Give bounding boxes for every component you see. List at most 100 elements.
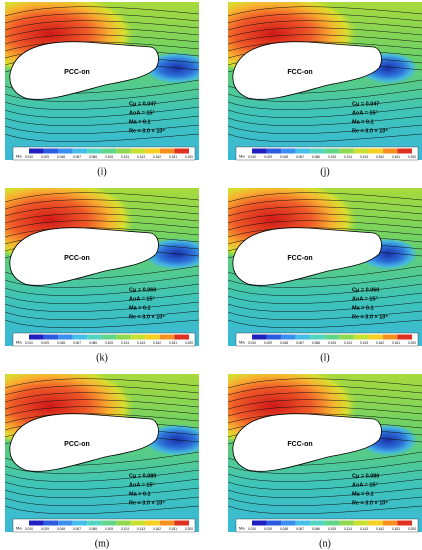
colorbar-cell	[116, 148, 131, 154]
colorbar-tick: 0.200	[408, 527, 416, 531]
streamline	[5, 413, 199, 424]
parameter: Ma = 0.1	[352, 491, 374, 497]
colorbar-tick: 0.105	[105, 527, 113, 531]
colorbar-tick: 0.086	[312, 155, 320, 159]
colorbar-cell	[43, 334, 59, 340]
colorbar-label: Ma	[16, 154, 22, 159]
colorbar-tick: 0.124	[121, 527, 129, 531]
colorbar-tick: 0.010	[25, 527, 33, 531]
colorbar-label: Ma	[239, 154, 245, 159]
colorbar-cell	[310, 520, 325, 526]
colorbar-cell	[72, 520, 88, 526]
colorbar-cell	[339, 334, 354, 340]
colorbar-cell	[281, 520, 296, 526]
streamline	[228, 283, 422, 296]
colorbar-tick: 0.143	[360, 527, 368, 531]
parameter: Re = 3.0 × 10⁶	[352, 314, 388, 320]
colorbar-cell	[368, 148, 383, 154]
streamline	[5, 6, 199, 17]
parameter: Re = 3.0 × 10⁶	[129, 500, 165, 506]
colorbar-tick: 0.143	[360, 155, 368, 159]
colorbar-cell	[324, 334, 340, 340]
parameter: Ma = 0.1	[129, 491, 151, 497]
colorbar-cell	[252, 334, 267, 340]
colorbar-tick: 0.086	[89, 155, 97, 159]
colorbar-cell	[159, 148, 175, 154]
streamline	[5, 496, 199, 506]
streamline	[228, 413, 422, 424]
colorbar-tick: 0.010	[25, 341, 33, 345]
streamline	[228, 34, 422, 45]
airfoil-label: PCC-on	[64, 441, 90, 448]
colorbar-cell	[174, 520, 189, 526]
colorbar-cell	[281, 148, 296, 154]
colorbar-tick: 0.143	[137, 155, 145, 159]
colorbar-cell	[382, 520, 398, 526]
flow-field	[228, 188, 422, 346]
parameter: Cμ = 0.047	[129, 101, 156, 107]
panel: PCC-on Cμ = 0.047 AoA = 15° Ma = 0.1 Re = 3.…	[5, 2, 199, 161]
colorbar-cell	[310, 334, 325, 340]
parameter: Ma = 0.1	[129, 305, 151, 311]
colorbar-cell	[174, 148, 189, 154]
parameter: AoA = 15°	[129, 482, 155, 488]
parameter: AoA = 15°	[352, 110, 378, 116]
panel: FCC-on Cμ = 0.060 AoA = 15° Ma = 0.1 Re = 3.…	[228, 188, 422, 347]
panel: PCC-on Cμ = 0.080 AoA = 15° Ma = 0.1 Re = 3.…	[5, 374, 199, 533]
colorbar-tick: 0.181	[169, 155, 177, 159]
colorbar-tick: 0.200	[408, 341, 416, 345]
parameter: Cμ = 0.060	[129, 287, 156, 293]
colorbar-tick: 0.048	[57, 527, 65, 531]
colorbar-cell	[353, 148, 369, 154]
colorbar-cell	[43, 148, 59, 154]
airfoil	[232, 227, 382, 286]
streamline	[228, 115, 422, 126]
streamline	[228, 20, 422, 31]
colorbar-cell	[87, 148, 102, 154]
colorbar-cell	[159, 334, 175, 340]
streamline	[5, 292, 199, 304]
streamline	[5, 406, 199, 417]
flow-field	[5, 188, 199, 346]
colorbar-tick: 0.105	[105, 341, 113, 345]
colorbar-cell	[29, 148, 44, 154]
colorbar-cell	[324, 520, 340, 526]
streamline	[5, 20, 199, 31]
streamline	[5, 199, 199, 210]
streamline	[228, 505, 422, 515]
parameter: AoA = 15°	[352, 482, 378, 488]
colorbar-cell	[116, 334, 131, 340]
streamline	[5, 88, 199, 102]
colorbar-tick: 0.067	[73, 155, 81, 159]
colorbar-tick: 0.162	[153, 155, 161, 159]
colorbar-tick: 0.067	[296, 155, 304, 159]
streamline	[228, 97, 422, 110]
airfoil	[9, 413, 159, 472]
colorbar-tick: 0.067	[296, 527, 304, 531]
colorbar-tick: 0.105	[328, 527, 336, 531]
streamline	[5, 505, 199, 515]
colorbar-cell	[58, 334, 73, 340]
colorbar-tick: 0.143	[360, 341, 368, 345]
colorbar-cell	[116, 520, 131, 526]
panel: PCC-on Cμ = 0.060 AoA = 15° Ma = 0.1 Re = 3.…	[5, 188, 199, 347]
streamline	[228, 88, 422, 102]
panel-label: (m)	[95, 538, 109, 549]
streamline	[228, 27, 422, 38]
colorbar-cell	[339, 148, 354, 154]
colorbar-tick: 0.200	[185, 341, 193, 345]
streamline	[5, 97, 199, 110]
colorbar-tick: 0.181	[392, 527, 400, 531]
panel: FCC-on Cμ = 0.047 AoA = 15° Ma = 0.1 Re = 3.…	[228, 2, 422, 161]
airfoil-label: FCC-on	[287, 441, 312, 448]
colorbar-tick: 0.086	[89, 341, 97, 345]
streamline	[5, 301, 199, 312]
colorbar-cell	[266, 520, 282, 526]
streamline	[228, 478, 422, 490]
colorbar-tick: 0.124	[344, 155, 352, 159]
streamline	[5, 220, 199, 231]
streamline	[5, 213, 199, 224]
airfoil-label: PCC-on	[64, 69, 90, 76]
streamline	[228, 496, 422, 506]
